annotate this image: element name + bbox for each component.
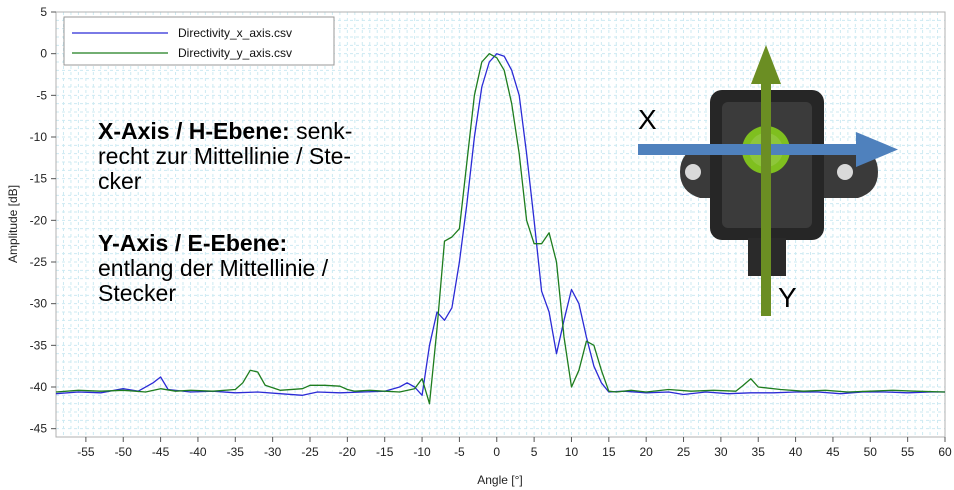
x-tick-label: 50: [864, 445, 878, 459]
x-arrow-label: X: [638, 104, 657, 135]
x-axis-annotation-title: X-Axis / H-Ebene:: [98, 118, 290, 144]
y-axis-label: Amplitude [dB]: [6, 185, 20, 263]
x-tick-label: -25: [301, 445, 319, 459]
x-tick-label: -20: [339, 445, 357, 459]
x-tick-label: 40: [789, 445, 803, 459]
y-tick-label: -25: [30, 255, 48, 269]
y-tick-label: -30: [30, 297, 48, 311]
x-tick-label: -10: [413, 445, 431, 459]
mount-hole-left: [685, 164, 701, 180]
x-arrow-icon: [638, 132, 898, 167]
series-layer: [55, 53, 946, 405]
x-tick-label: -40: [189, 445, 207, 459]
x-tick-label: 25: [677, 445, 691, 459]
x-axis-annotation-text-1: senk-: [289, 118, 353, 144]
y-tick-label: -45: [30, 422, 48, 436]
x-tick-label: -45: [152, 445, 170, 459]
x-tick-label: 30: [714, 445, 728, 459]
y-tick-label: -40: [30, 380, 48, 394]
legend-label-x-axis: Directivity_x_axis.csv: [178, 26, 292, 40]
y-tick-label: -5: [36, 88, 47, 102]
y-axis-annotation-title: Y-Axis / E-Ebene:: [98, 230, 288, 256]
x-tick-label: 15: [602, 445, 616, 459]
x-tick-label: 55: [901, 445, 915, 459]
y-axis-annotation-text-2: Stecker: [98, 280, 176, 306]
y-axis-annotation-text-1: entlang der Mittellinie /: [98, 255, 329, 281]
series-line-y-axis: [55, 53, 946, 405]
legend: Directivity_x_axis.csv Directivity_y_axi…: [63, 16, 335, 66]
x-tick-label: 20: [639, 445, 653, 459]
x-tick-label: 5: [531, 445, 538, 459]
x-axis-annotation-text-2: recht zur Mittellinie / Ste-: [98, 143, 352, 169]
x-axis-annotation: X-Axis / H-Ebene: senk- recht zur Mittel…: [98, 119, 438, 194]
x-tick-label: -50: [115, 445, 133, 459]
x-tick-label: 35: [752, 445, 766, 459]
x-axis-annotation-text-3: cker: [98, 168, 142, 194]
y-tick-label: 5: [40, 5, 47, 19]
mount-hole-right: [837, 164, 853, 180]
x-tick-label: -30: [264, 445, 282, 459]
legend-box: [63, 16, 335, 66]
x-tick-label: 60: [938, 445, 952, 459]
y-arrow-icon: [751, 45, 781, 316]
x-tick-label: 45: [826, 445, 840, 459]
y-tick-label: 0: [40, 47, 47, 61]
plot-frame: [55, 11, 946, 438]
y-tick-label: -15: [30, 172, 48, 186]
sensor-diagram: [638, 45, 898, 316]
y-axis-ticks: 5 0 -5 -10 -15 -20 -25 -30 -35 -40 -45: [30, 5, 56, 436]
x-axis-ticks: -55 -50 -45 -40 -35 -30 -25 -20 -15 -10 -5 0 5 10 15 20…: [77, 437, 952, 459]
x-tick-label: -5: [454, 445, 465, 459]
y-tick-label: -10: [30, 130, 48, 144]
x-tick-label: -55: [77, 445, 95, 459]
x-tick-label: -15: [376, 445, 394, 459]
y-tick-label: -20: [30, 213, 48, 227]
x-tick-label: 0: [493, 445, 500, 459]
legend-label-y-axis: Directivity_y_axis.csv: [178, 46, 292, 60]
x-tick-label: -35: [227, 445, 245, 459]
series-line-x-axis: [55, 53, 945, 396]
y-axis-annotation: Y-Axis / E-Ebene: entlang der Mittellini…: [98, 231, 438, 306]
x-axis-label: Angle [°]: [477, 473, 523, 487]
y-tick-label: -35: [30, 338, 48, 352]
y-arrow-label: Y: [778, 282, 797, 313]
x-tick-label: 10: [565, 445, 579, 459]
